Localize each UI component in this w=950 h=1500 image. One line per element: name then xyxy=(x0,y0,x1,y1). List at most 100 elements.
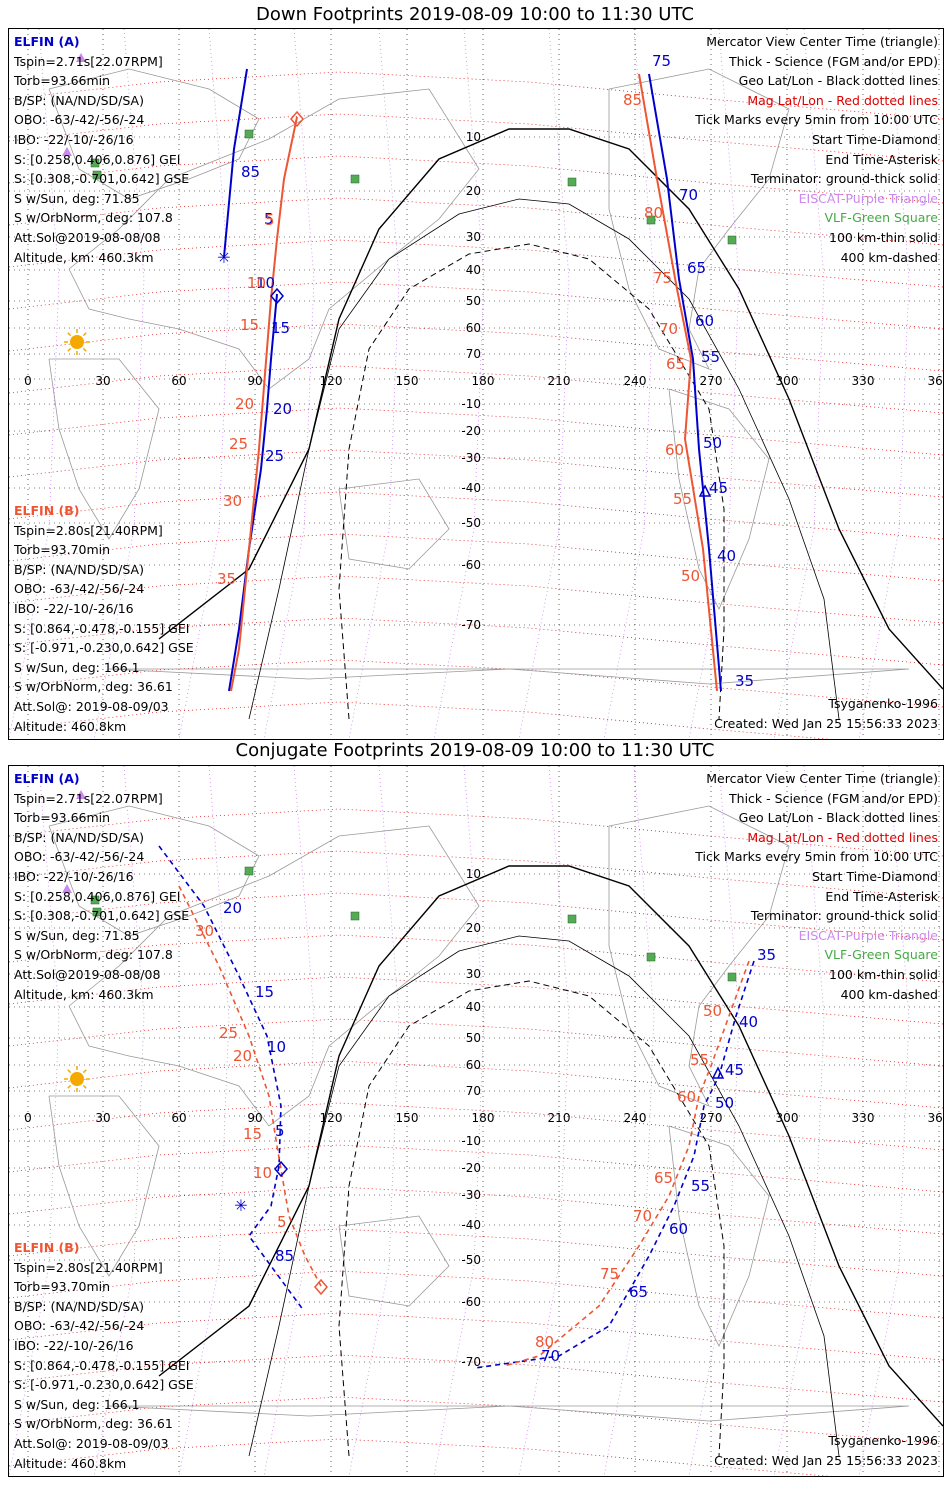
coastline xyxy=(338,1215,450,1307)
sat-b-tick-label: 15 xyxy=(243,1125,262,1143)
start-diamond-icon xyxy=(290,110,304,128)
legend-item: Mercator View Center Time (triangle) xyxy=(706,771,938,786)
legend-item: Geo Lat/Lon - Black dotted lines xyxy=(738,73,938,89)
legend-item: 400 km-dashed xyxy=(840,249,938,265)
lat-tick-label: 40 xyxy=(466,263,481,277)
vlf-station-icon xyxy=(646,215,656,225)
lon-tick-label: 120 xyxy=(320,1111,343,1125)
created-label: Created: Wed Jan 25 15:56:33 2023 xyxy=(714,1453,938,1468)
sat-a-tick-label: 65 xyxy=(629,1283,648,1301)
info-line: S: [0.258,0.406,0.876] GEI xyxy=(14,888,181,904)
legend-item: EISCAT-Purple Triangle xyxy=(798,190,938,206)
sat-b-tick-label: 70 xyxy=(633,1207,652,1225)
legend-item: 100 km-thin solid xyxy=(829,229,938,245)
lat-tick-label: -20 xyxy=(461,1161,481,1175)
sat-a-track xyxy=(648,73,722,692)
sat-a-track xyxy=(223,68,248,258)
sat-a-tick-label: 70 xyxy=(679,186,698,204)
sat-a-tick-label: 20 xyxy=(273,400,292,418)
info-line: Tspin=2.71s[22.07RPM] xyxy=(14,53,163,69)
info-line: B/SP: (NA/ND/SD/SA) xyxy=(14,829,144,845)
info-line: Tspin=2.80s[21.40RPM] xyxy=(14,1259,163,1275)
lon-tick-label: 240 xyxy=(624,1111,647,1125)
end-asterisk-icon: ✳ xyxy=(217,248,230,267)
start-diamond-icon xyxy=(274,1160,288,1178)
lon-tick-label: 210 xyxy=(548,374,571,388)
info-line: IBO: -22/-10/-26/16 xyxy=(14,1337,134,1353)
sat-a-tick-label: 20 xyxy=(223,899,242,917)
legend: Mercator View Center Time (triangle) Thi… xyxy=(695,32,938,267)
lon-tick-label: 270 xyxy=(700,1111,723,1125)
info-line: OBO: -63/-42/-56/-24 xyxy=(14,581,145,597)
lat-tick-label: -50 xyxy=(461,1253,481,1267)
legend: Mercator View Center Time (triangle) Thi… xyxy=(695,769,938,1004)
sun-ray xyxy=(82,347,87,352)
info-line: S w/OrbNorm, deg: 107.8 xyxy=(14,947,173,963)
center-triangle-icon xyxy=(698,484,712,497)
panel1-title: Down Footprints 2019-08-09 10:00 to 11:3… xyxy=(256,4,694,25)
info-line: B/SP: (NA/ND/SD/SA) xyxy=(14,561,144,577)
legend-item: Terminator: ground-thick solid xyxy=(750,908,938,924)
eiscat-station-icon xyxy=(62,147,72,156)
legend-item: Mag Lat/Lon - Red dotted lines xyxy=(747,829,938,845)
terminator-line xyxy=(158,865,943,1427)
sat-b-tick-label: 5 xyxy=(265,211,275,229)
lat-tick-label: 50 xyxy=(466,294,481,308)
coastline xyxy=(608,68,790,370)
lon-tick-label: 330 xyxy=(852,374,875,388)
sun-ray xyxy=(82,1084,87,1089)
model-label: Tsyganenko-1996 xyxy=(828,696,938,711)
lat-tick-label: 20 xyxy=(466,921,481,935)
sat-b-track xyxy=(503,960,750,1367)
info-line: IBO: -22/-10/-26/16 xyxy=(14,131,134,147)
info-line: S: [0.864,-0.478,-0.155] GEI xyxy=(14,1357,190,1373)
lat-tick-label: 70 xyxy=(466,347,481,361)
vlf-station-icon xyxy=(350,911,360,921)
vlf-station-icon xyxy=(567,914,577,924)
elfin-b-info: ELFIN (B) Tspin=2.80s[21.40RPM] Torb=93.… xyxy=(14,1238,194,1473)
down-footprints-map: 0 30 60 90 120 150 180 210 240 270 300 330 360 70 60 50… xyxy=(8,28,944,740)
vlf-station-icon xyxy=(92,170,102,180)
vlf-station-icon xyxy=(350,174,360,184)
elfin-a-info: ELFIN (A) Tspin=2.71s[22.07RPM] Torb=93.… xyxy=(14,769,189,1004)
info-line: Altitude, km: 460.3km xyxy=(14,249,154,265)
info-line: Att.Sol@: 2019-08-09/03 xyxy=(14,1435,169,1451)
legend-item: End Time-Asterisk xyxy=(825,151,938,167)
legend-item: End Time-Asterisk xyxy=(825,888,938,904)
lon-tick-label: 360 xyxy=(928,374,943,388)
coastline xyxy=(48,1095,160,1277)
sat-a-tick-label: 55 xyxy=(701,348,720,366)
sat-b-tick-label: 30 xyxy=(223,492,242,510)
vlf-station-icon xyxy=(90,158,100,168)
sat-a-tick-label: 10 xyxy=(256,274,275,292)
sat-a-tick-label: 60 xyxy=(669,1220,688,1238)
lat-tick-label: -10 xyxy=(461,1134,481,1148)
info-line: B/SP: (NA/ND/SD/SA) xyxy=(14,92,144,108)
coastline xyxy=(608,805,790,1107)
lon-tick-label: 120 xyxy=(320,374,343,388)
sat-b-tick-label: 5 xyxy=(277,1213,287,1231)
lon-tick-label: 30 xyxy=(95,1111,110,1125)
sun-ray xyxy=(67,1069,72,1074)
footprint-100km-line xyxy=(248,935,840,1457)
vlf-station-icon xyxy=(567,177,577,187)
sat-b-tick-label: 15 xyxy=(240,316,259,334)
sat-a-tick-label: 55 xyxy=(691,1177,710,1195)
vlf-station-icon xyxy=(727,972,737,982)
sat-b-tick-label: 75 xyxy=(653,269,672,287)
sat-a-tick-label: 85 xyxy=(241,163,260,181)
legend-item: Geo Lat/Lon - Black dotted lines xyxy=(738,810,938,826)
legend-item: VLF-Green Square xyxy=(824,210,938,226)
sat-b-tick-label: 60 xyxy=(677,1088,696,1106)
info-line: B/SP: (NA/ND/SD/SA) xyxy=(14,1298,144,1314)
sat-b-tick-label: 80 xyxy=(644,204,663,222)
lat-tick-label: 70 xyxy=(466,1084,481,1098)
model-label: Tsyganenko-1996 xyxy=(828,1433,938,1448)
lat-tick-label: 20 xyxy=(466,184,481,198)
info-line: Att.Sol@2019-08-08/08 xyxy=(14,966,161,982)
legend-item: 100 km-thin solid xyxy=(829,966,938,982)
sat-b-tick-label: 80 xyxy=(535,1333,554,1351)
mag-lon-line xyxy=(348,766,400,1476)
legend-item: EISCAT-Purple Triangle xyxy=(798,927,938,943)
lat-tick-label: -40 xyxy=(461,1218,481,1232)
